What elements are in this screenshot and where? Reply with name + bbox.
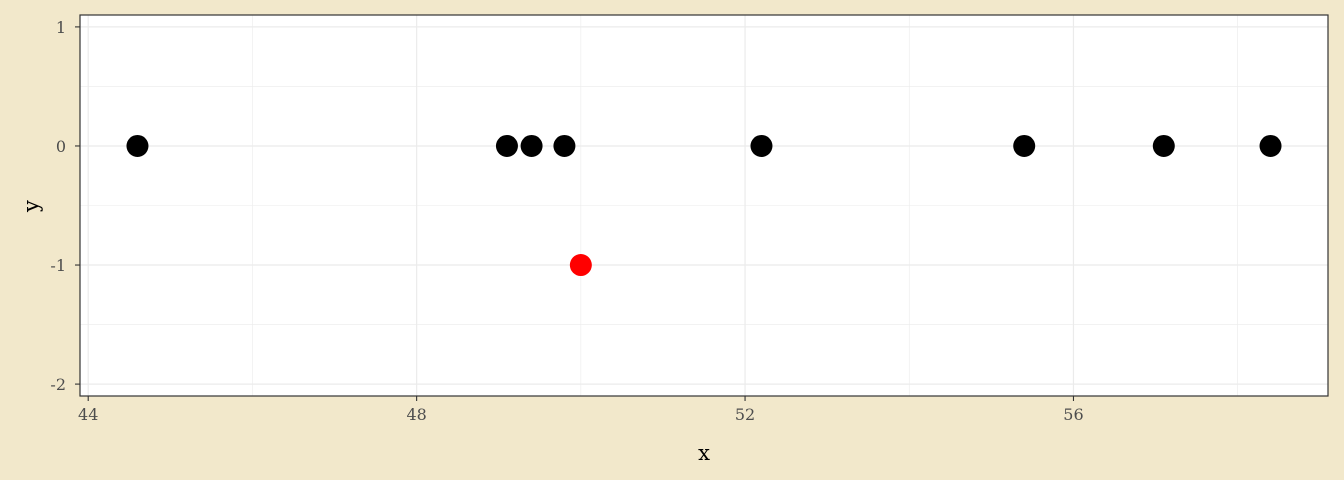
- x-tick-label: 44: [78, 405, 98, 424]
- y-axis-ticks: 1 0 -1 -2: [50, 18, 80, 394]
- data-point: [495, 134, 518, 157]
- y-tick-label: -1: [50, 256, 66, 275]
- plot-frame: [79, 14, 1329, 397]
- y-tick-label: -2: [50, 375, 66, 394]
- data-point: [750, 134, 773, 157]
- y-tick-label: 1: [56, 18, 66, 37]
- y-axis-title: y: [19, 200, 43, 213]
- data-point: [126, 134, 149, 157]
- y-tick-label: 0: [56, 137, 66, 156]
- data-point: [1152, 134, 1175, 157]
- minor-gridlines: [80, 15, 1328, 396]
- data-point: [520, 134, 543, 157]
- major-gridlines: [80, 15, 1328, 396]
- data-point: [1013, 134, 1036, 157]
- x-axis-title: x: [698, 441, 710, 465]
- x-tick-label: 52: [735, 405, 755, 424]
- data-point: [1259, 134, 1282, 157]
- x-tick-label: 56: [1063, 405, 1083, 424]
- x-tick-label: 48: [406, 405, 426, 424]
- data-point: [553, 134, 576, 157]
- data-points: [126, 134, 1282, 277]
- data-point: [569, 254, 592, 277]
- x-axis-ticks: 44 48 52 56: [78, 396, 1084, 424]
